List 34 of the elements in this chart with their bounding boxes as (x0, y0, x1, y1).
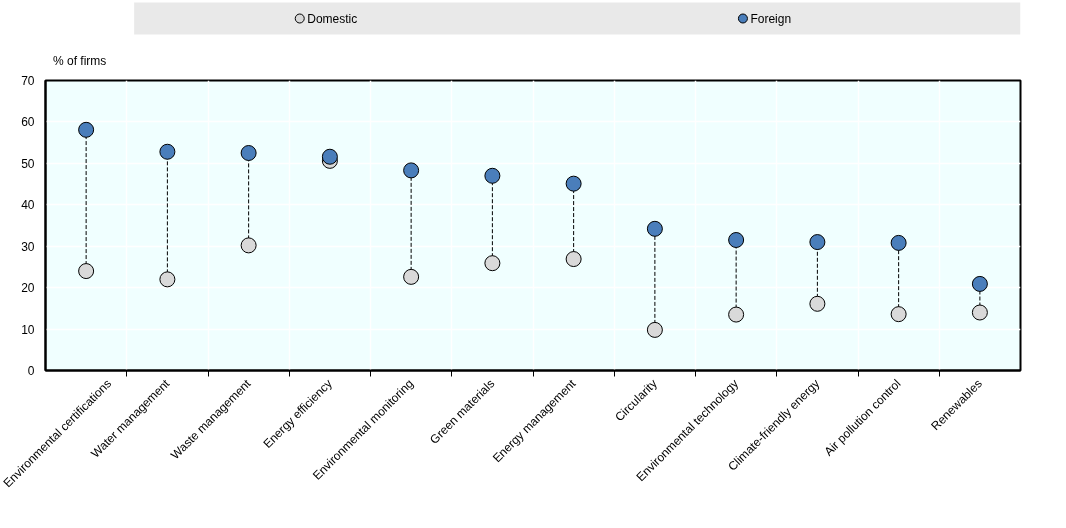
point (646, 321, 663, 338)
y-tick-label: 40 (21, 198, 35, 213)
point (78, 263, 95, 280)
point (484, 167, 501, 184)
point (646, 220, 663, 237)
y-axis-title: % of firms (52, 53, 107, 68)
y-tick-label: 30 (21, 239, 35, 254)
point (890, 306, 907, 323)
y-tick-label: 70 (21, 74, 35, 88)
legend-label: Foreign (750, 11, 792, 26)
y-tick-label: 50 (21, 156, 35, 171)
point (159, 143, 176, 160)
point (159, 271, 176, 288)
point (565, 175, 582, 192)
y-tick-label: 0 (27, 364, 35, 378)
point (728, 306, 745, 323)
point (890, 234, 907, 251)
point (565, 251, 582, 268)
point (78, 121, 95, 138)
point (240, 145, 257, 161)
point (809, 295, 826, 312)
point (321, 148, 338, 165)
point (809, 234, 826, 251)
point (403, 162, 420, 179)
y-tick-label: 60 (21, 115, 35, 130)
point (971, 304, 988, 321)
point (240, 237, 257, 254)
legend-label: Domestic (307, 11, 358, 26)
point (484, 255, 501, 272)
y-tick-label: 20 (21, 281, 35, 296)
y-tick-label: 10 (21, 322, 35, 337)
point (728, 232, 745, 248)
point (971, 275, 988, 292)
point (403, 268, 420, 285)
